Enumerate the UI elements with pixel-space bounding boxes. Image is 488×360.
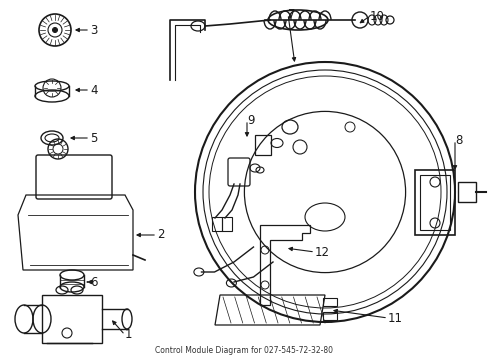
Bar <box>457 182 475 202</box>
Bar <box>212 217 222 231</box>
Text: 2: 2 <box>157 229 164 242</box>
Text: 7: 7 <box>287 8 295 21</box>
Bar <box>419 175 449 230</box>
Text: 1: 1 <box>125 328 132 342</box>
Text: 8: 8 <box>454 134 462 147</box>
Text: 10: 10 <box>369 9 384 22</box>
Text: 11: 11 <box>387 311 402 324</box>
Bar <box>323 312 336 320</box>
Bar <box>222 217 231 231</box>
Text: 3: 3 <box>90 23 97 36</box>
Bar <box>42 295 102 343</box>
Bar <box>323 298 336 306</box>
Text: 9: 9 <box>246 113 254 126</box>
Bar <box>254 135 270 155</box>
Text: 6: 6 <box>90 275 97 288</box>
Circle shape <box>52 27 58 32</box>
Text: Control Module Diagram for 027-545-72-32-80: Control Module Diagram for 027-545-72-32… <box>155 346 332 355</box>
Text: 4: 4 <box>90 84 97 96</box>
Text: 12: 12 <box>314 246 329 258</box>
Bar <box>414 170 454 235</box>
Text: 5: 5 <box>90 131 97 144</box>
